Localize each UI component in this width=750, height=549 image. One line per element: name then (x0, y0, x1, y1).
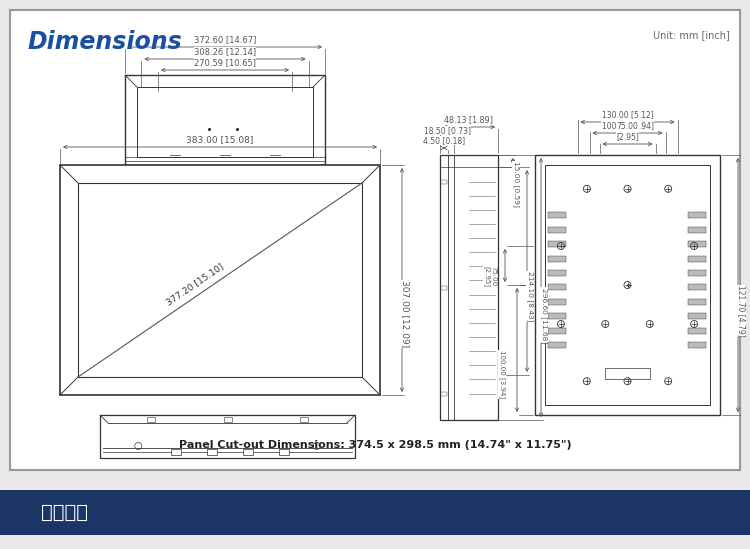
Bar (688, 328, 706, 334)
Text: 100.00 [3.94]: 100.00 [3.94] (499, 350, 506, 398)
Text: 383.00 [15.08]: 383.00 [15.08] (186, 135, 254, 144)
Text: 75.00
[2.95]: 75.00 [2.95] (483, 266, 496, 287)
Bar (548, 284, 566, 290)
Bar (688, 284, 706, 290)
Text: 214.10 [8.43]: 214.10 [8.43] (526, 271, 533, 322)
Bar (441, 391, 447, 395)
Text: 4.50 [0.18]: 4.50 [0.18] (423, 136, 465, 145)
Text: 100.00 [3.94]: 100.00 [3.94] (602, 121, 653, 130)
Text: 372.60 [14.67]: 372.60 [14.67] (194, 35, 256, 44)
Bar (688, 313, 706, 320)
Bar (688, 212, 706, 218)
Text: 307.00 [12.09]: 307.00 [12.09] (400, 280, 410, 348)
Bar (224, 417, 232, 422)
Text: 15.00 [0.59]: 15.00 [0.59] (513, 161, 519, 207)
Bar (535, 155, 720, 415)
Bar (688, 241, 706, 247)
Bar (548, 270, 566, 276)
Bar (548, 255, 566, 261)
Bar (125, 75, 325, 165)
Bar (440, 155, 498, 420)
Bar (278, 449, 289, 455)
Text: 130.00 [5.12]: 130.00 [5.12] (602, 110, 653, 119)
Bar (10, 10, 740, 470)
Bar (172, 449, 182, 455)
Text: 296.60 [11.68]: 296.60 [11.68] (541, 288, 548, 343)
Bar (548, 342, 566, 348)
Bar (147, 417, 155, 422)
Bar (300, 417, 308, 422)
Bar (548, 227, 566, 233)
Text: 18.50 [0.73]: 18.50 [0.73] (424, 126, 470, 135)
Bar (548, 328, 566, 334)
Text: 产品配置: 产品配置 (41, 503, 88, 522)
Text: 270.59 [10.65]: 270.59 [10.65] (194, 58, 256, 67)
Text: 308.26 [12.14]: 308.26 [12.14] (194, 47, 256, 56)
Text: 48.13 [1.89]: 48.13 [1.89] (445, 115, 494, 124)
Bar (0, 490, 750, 535)
Bar (548, 241, 566, 247)
Bar (548, 313, 566, 320)
Bar (60, 165, 380, 395)
Bar (78, 183, 362, 377)
Bar (688, 227, 706, 233)
Bar (207, 449, 217, 455)
Bar (100, 415, 355, 458)
Text: Panel Cut-out Dimensions: 374.5 x 298.5 mm (14.74" x 11.75"): Panel Cut-out Dimensions: 374.5 x 298.5 … (178, 440, 572, 450)
Text: Unit: mm [inch]: Unit: mm [inch] (653, 30, 730, 40)
Bar (688, 342, 706, 348)
Bar (441, 180, 447, 183)
Bar (243, 449, 253, 455)
Bar (548, 299, 566, 305)
Polygon shape (0, 490, 210, 535)
Bar (441, 285, 447, 289)
Bar (605, 368, 650, 379)
Bar (688, 255, 706, 261)
Bar (137, 87, 313, 157)
Text: 377.20 [15.10]: 377.20 [15.10] (164, 262, 225, 307)
Bar (548, 212, 566, 218)
Text: 75.00
[2.95]: 75.00 [2.95] (616, 121, 639, 141)
Bar (688, 270, 706, 276)
Bar (545, 165, 710, 405)
Text: 121.70 [4.79]: 121.70 [4.79] (736, 285, 746, 337)
Text: Dimensions: Dimensions (28, 30, 183, 54)
Bar (688, 299, 706, 305)
